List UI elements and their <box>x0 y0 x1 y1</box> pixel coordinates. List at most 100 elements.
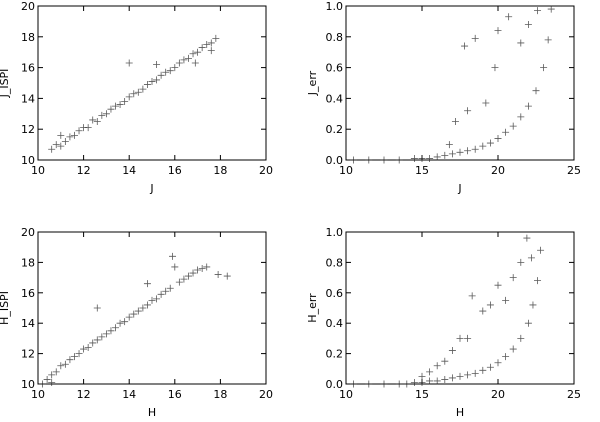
chart-panel-2: 10 15 20 25 0.0 0.2 0.4 0.6 0.8 1.0 J J_err <box>306 0 581 195</box>
data-point <box>441 375 449 383</box>
data-point <box>502 296 510 304</box>
data-point <box>486 363 494 371</box>
data-point <box>212 34 220 42</box>
x-tick-label: 12 <box>77 164 91 177</box>
data-point <box>456 148 464 156</box>
data-point <box>456 334 464 342</box>
y-axis-label: J_ISPI <box>0 69 11 99</box>
data-point <box>184 272 192 280</box>
data-point <box>547 5 555 13</box>
data-point <box>98 111 106 119</box>
data-point <box>180 275 188 283</box>
data-point <box>517 113 525 121</box>
x-tick-label: 10 <box>339 388 353 401</box>
y-tick-label: 0.4 <box>326 317 344 330</box>
chart-panel-3: 10 12 14 16 18 20 10 12 14 16 18 20 H H_ISPI <box>0 226 273 419</box>
data-point <box>532 87 540 95</box>
data-point <box>194 48 202 56</box>
data-point <box>189 269 197 277</box>
data-point <box>153 61 161 69</box>
x-tick-label: 20 <box>259 388 273 401</box>
x-tick-label: 10 <box>31 164 45 177</box>
data-point <box>410 154 418 162</box>
data-point <box>350 380 358 388</box>
data-point <box>166 67 174 75</box>
data-point <box>471 369 479 377</box>
x-tick-label: 10 <box>339 164 353 177</box>
data-point <box>380 156 388 164</box>
plot-frame <box>37 231 267 385</box>
y-tick-label: 10 <box>21 154 35 167</box>
x-tick-label: 20 <box>491 164 505 177</box>
data-point <box>524 319 532 327</box>
data-point <box>468 292 476 300</box>
data-point <box>509 274 517 282</box>
data-point <box>461 42 469 50</box>
data-point <box>494 134 502 142</box>
y-tick-label: 20 <box>21 0 35 13</box>
data-point <box>479 142 487 150</box>
y-tick-label: 18 <box>21 31 35 44</box>
data-point <box>194 266 202 274</box>
chart-panel-4: 10 15 20 25 0.0 0.2 0.4 0.6 0.8 1.0 H H_err <box>306 226 581 419</box>
data-point <box>494 27 502 35</box>
x-tick-label: 18 <box>213 388 227 401</box>
scatter-series <box>48 34 220 153</box>
data-point <box>39 380 47 388</box>
data-point <box>479 366 487 374</box>
data-point <box>157 290 165 298</box>
data-point <box>448 150 456 158</box>
data-point <box>464 107 472 115</box>
data-point <box>502 353 510 361</box>
plot-frame <box>345 231 575 385</box>
data-point <box>464 147 472 155</box>
y-tick-label: 12 <box>21 123 35 136</box>
scatter-series <box>350 5 555 164</box>
data-point <box>418 154 426 162</box>
data-point <box>350 156 358 164</box>
y-tick-label: 0.8 <box>326 31 344 44</box>
data-point <box>75 127 83 135</box>
y-axis-label: H_ISPI <box>0 291 11 325</box>
data-point <box>157 71 165 79</box>
data-point <box>84 344 92 352</box>
data-point <box>134 307 142 315</box>
data-point <box>143 301 151 309</box>
x-tick-label: 20 <box>491 388 505 401</box>
x-tick-label: 10 <box>31 388 45 401</box>
x-tick-label: 18 <box>213 164 227 177</box>
data-point <box>482 99 490 107</box>
data-point <box>395 380 403 388</box>
data-point <box>451 118 459 125</box>
data-point <box>410 378 418 386</box>
y-tick-label: 16 <box>21 287 35 300</box>
data-point <box>448 374 456 382</box>
data-point <box>102 330 110 338</box>
data-point <box>107 105 115 113</box>
data-point <box>509 345 517 353</box>
y-tick-label: 10 <box>21 378 35 391</box>
x-tick-label: 25 <box>567 388 581 401</box>
data-point <box>524 102 532 110</box>
data-point <box>426 377 434 385</box>
data-point <box>517 334 525 342</box>
data-point <box>180 56 188 64</box>
data-point <box>66 356 74 364</box>
y-tick-label: 14 <box>21 92 35 105</box>
data-point <box>523 234 531 242</box>
data-point <box>203 263 211 271</box>
x-axis-label: J <box>457 182 461 195</box>
data-point <box>418 378 426 386</box>
data-point <box>102 110 110 118</box>
data-point <box>441 151 449 159</box>
data-point <box>191 59 199 67</box>
data-point <box>433 362 441 370</box>
data-point <box>162 287 170 295</box>
data-point <box>153 295 161 303</box>
data-point <box>505 13 513 21</box>
data-point <box>445 141 453 149</box>
data-point <box>502 128 510 136</box>
data-point <box>61 138 69 146</box>
data-point <box>365 380 373 388</box>
data-point <box>57 142 65 150</box>
